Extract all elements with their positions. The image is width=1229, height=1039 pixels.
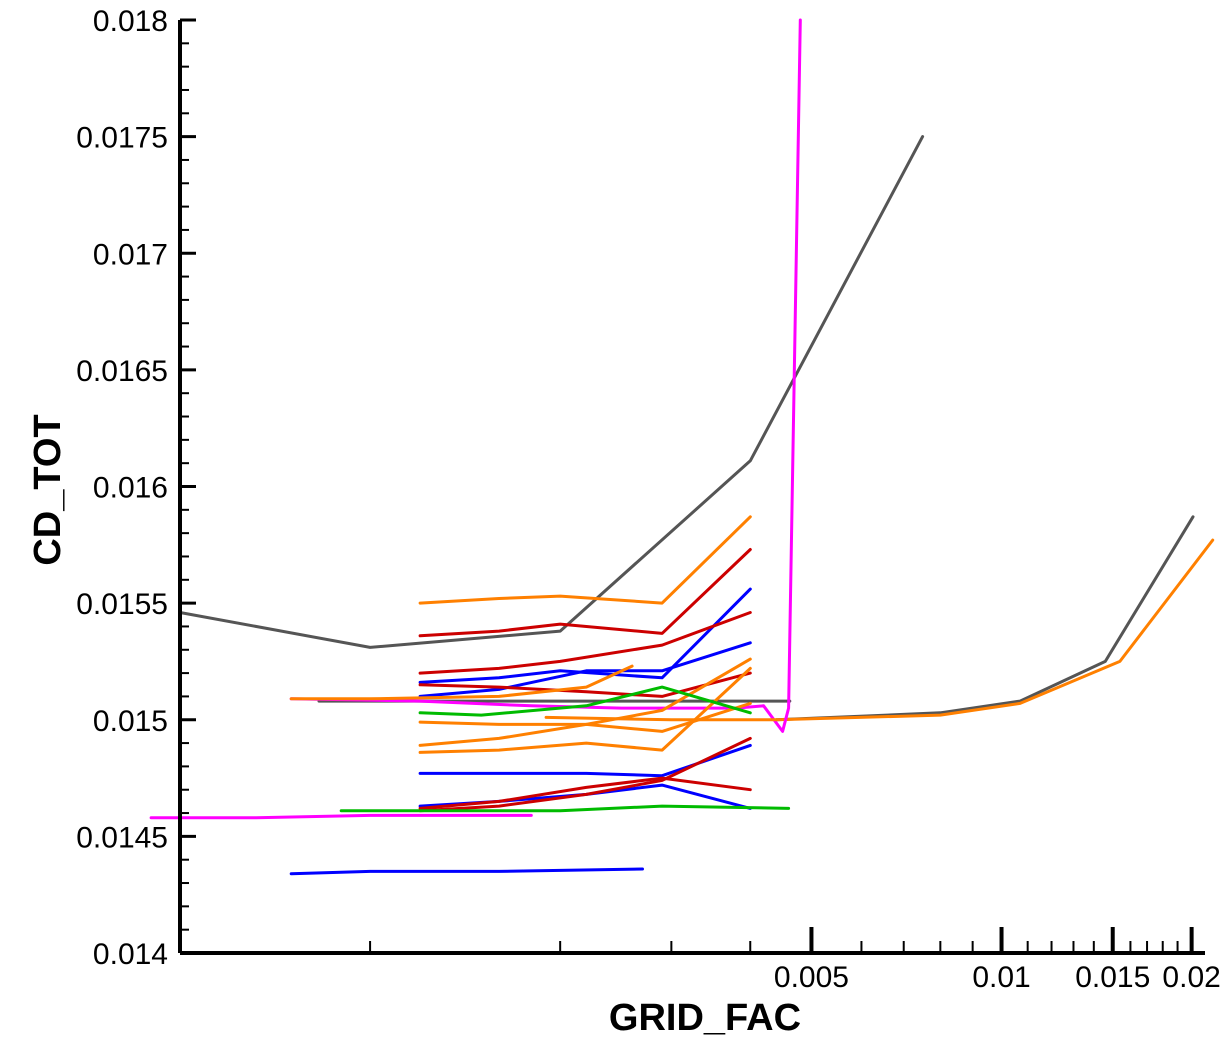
series-line-15 — [418, 736, 752, 813]
ticks-layer: 0.014 0.0145 0.015 0.0155 0.016 0.0165 0.017 0.… — [76, 5, 1221, 994]
series-line-4 — [774, 538, 1215, 722]
x-tick-label: 0.015 — [1075, 961, 1150, 994]
y-tick-label: 0.016 — [93, 472, 168, 505]
series-line-3 — [774, 515, 1195, 722]
y-tick-label: 0.0175 — [76, 122, 168, 155]
series-line-21 — [418, 666, 752, 754]
series-line-13 — [418, 611, 752, 675]
series-line-23 — [418, 685, 752, 717]
series-line-16 — [418, 776, 752, 810]
y-tick-label: 0.014 — [93, 938, 168, 971]
series-line-22 — [544, 715, 778, 722]
x-tick-label: 0.005 — [774, 961, 849, 994]
y-axis-title: CD_TOT — [27, 414, 69, 565]
series-line-8 — [418, 587, 752, 684]
y-tick-label: 0.0145 — [76, 821, 168, 854]
series-line-24 — [339, 804, 791, 813]
series-line-14 — [418, 671, 752, 698]
series-line-12 — [418, 548, 752, 638]
y-tick-label: 0.015 — [93, 705, 168, 738]
y-tick-label: 0.0165 — [76, 355, 168, 388]
x-tick-label: 0.02 — [1162, 961, 1220, 994]
series-line-9 — [418, 641, 752, 698]
series-line-1 — [178, 135, 925, 649]
series-line-5 — [149, 813, 533, 820]
y-tick-label: 0.017 — [93, 238, 168, 271]
series-line-17 — [418, 515, 752, 605]
series-line-18 — [289, 664, 634, 701]
x-axis-title: GRID_FAC — [609, 997, 801, 1039]
series-layer — [149, 18, 1215, 876]
y-tick-label: 0.018 — [93, 5, 168, 38]
x-tick-label: 0.01 — [972, 961, 1030, 994]
y-tick-label: 0.0155 — [76, 588, 168, 621]
axes-layer — [178, 20, 1205, 955]
series-line-7 — [289, 867, 644, 876]
